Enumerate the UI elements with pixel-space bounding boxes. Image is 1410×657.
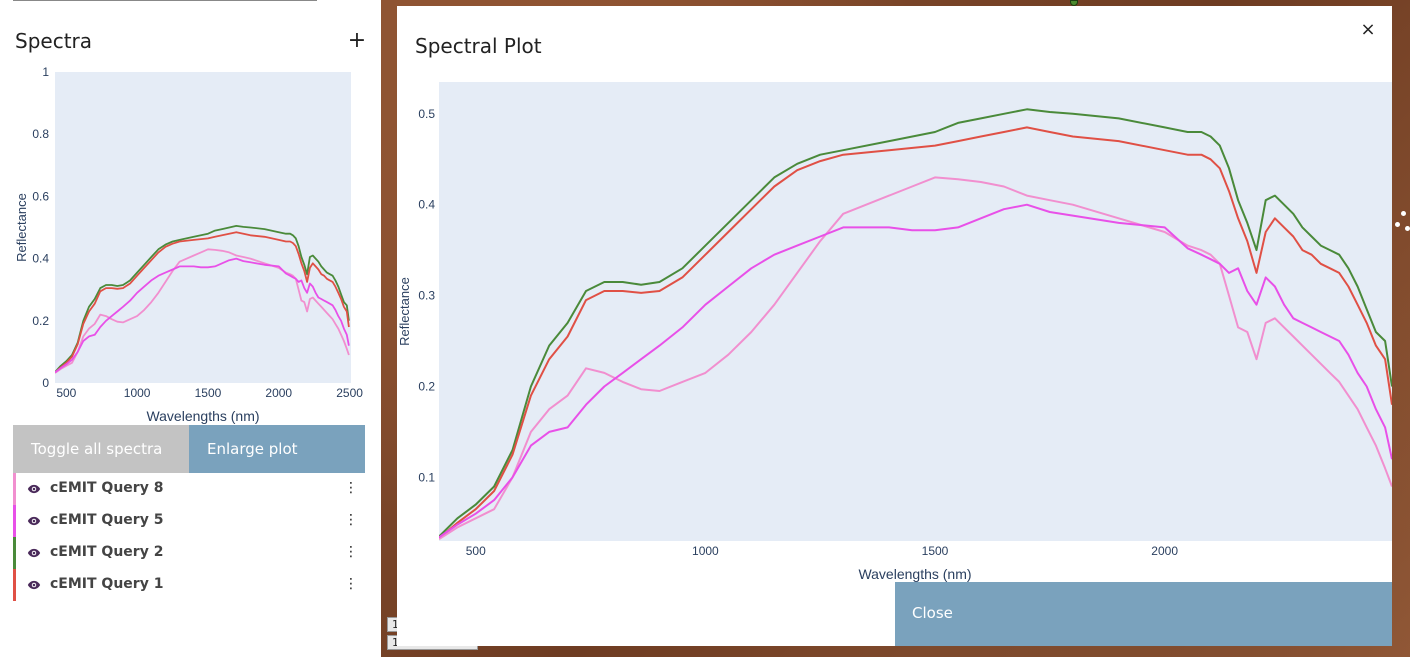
large-spectral-chart: 500 1000 1500 2000 0.1 0.2 0.3 0.4 0.5 Wavelength… — [397, 82, 1392, 582]
x-axis-label: Wavelengths (nm) — [146, 408, 259, 424]
series-group — [55, 225, 350, 374]
plot-area — [55, 72, 351, 383]
spectra-panel: Spectra + 500 1000 1500 2000 2500 0 0.2 0.4 0.6 0… — [0, 0, 381, 657]
series-line — [439, 203, 1392, 539]
more-vert-icon[interactable]: ⋮ — [344, 512, 358, 528]
small-spectral-chart: 500 1000 1500 2000 2500 0 0.2 0.4 0.6 0.8 1 Wavelen… — [14, 65, 363, 424]
x-tick-label: 500 — [466, 544, 486, 558]
add-spectrum-button[interactable]: + — [347, 28, 367, 53]
spectrum-item[interactable]: cEMIT Query 8 ⋮ — [13, 473, 365, 505]
x-tick-label: 2000 — [1151, 544, 1178, 558]
y-tick-label: 0.4 — [32, 252, 49, 266]
y-tick-label: 0.6 — [32, 189, 49, 203]
series-line — [439, 126, 1392, 540]
series-line — [439, 176, 1392, 541]
series-line — [55, 231, 350, 374]
spectrum-label: cEMIT Query 1 — [50, 576, 164, 592]
more-vert-icon[interactable]: ⋮ — [344, 480, 358, 496]
spectral-plot-modal: Spectral Plot × 500 1000 1500 2000 0.1 0.2 0.3… — [397, 6, 1392, 646]
spectrum-label: cEMIT Query 8 — [50, 480, 164, 496]
modal-title: Spectral Plot — [415, 34, 542, 58]
x-tick-label: 1500 — [195, 386, 222, 400]
y-axis-label: Reflectance — [397, 277, 412, 346]
y-axis-label: Reflectance — [14, 193, 29, 262]
series-group — [439, 108, 1392, 541]
eye-icon[interactable] — [27, 578, 41, 592]
more-vert-icon[interactable]: ⋮ — [344, 576, 358, 592]
spectrum-item[interactable]: cEMIT Query 2 ⋮ — [13, 537, 365, 569]
series-line — [55, 225, 350, 373]
map-point[interactable] — [1401, 211, 1406, 216]
spectra-list: cEMIT Query 8 ⋮ cEMIT Query 5 ⋮ cEMIT Qu… — [13, 473, 365, 601]
eye-icon[interactable] — [27, 482, 41, 496]
y-tick-label: 0.4 — [418, 198, 435, 212]
close-button[interactable]: Close — [895, 582, 1392, 646]
spectra-title: Spectra — [15, 29, 93, 53]
spectrum-item[interactable]: cEMIT Query 5 ⋮ — [13, 505, 365, 537]
x-tick-label: 2500 — [336, 386, 363, 400]
x-tick-label: 500 — [56, 386, 76, 400]
spectrum-item[interactable]: cEMIT Query 1 ⋮ — [13, 569, 365, 601]
map-point[interactable] — [1405, 226, 1410, 231]
y-tick-label: 0.2 — [418, 379, 435, 393]
y-tick-label: 0.3 — [418, 289, 435, 303]
x-tick-label: 1500 — [922, 544, 949, 558]
y-tick-label: 0.8 — [32, 127, 49, 141]
series-line — [439, 108, 1392, 538]
series-line — [55, 248, 350, 374]
plot-area — [439, 82, 1392, 541]
series-line — [55, 257, 350, 374]
x-tick-label: 1000 — [692, 544, 719, 558]
enlarge-plot-button[interactable]: Enlarge plot — [189, 425, 365, 473]
y-tick-label: 0.5 — [418, 107, 435, 121]
spectrum-label: cEMIT Query 5 — [50, 512, 164, 528]
toggle-all-spectra-button[interactable]: Toggle all spectra — [13, 425, 189, 473]
x-axis-label: Wavelengths (nm) — [858, 566, 971, 582]
y-tick-label: 0 — [42, 376, 49, 390]
spectrum-label: cEMIT Query 2 — [50, 544, 164, 560]
x-tick-label: 1000 — [124, 386, 151, 400]
more-vert-icon[interactable]: ⋮ — [344, 544, 358, 560]
y-tick-label: 0.1 — [418, 470, 435, 484]
top-divider — [13, 0, 317, 1]
close-icon[interactable]: × — [1360, 19, 1376, 40]
map-marker[interactable] — [1070, 0, 1078, 6]
x-tick-label: 2000 — [265, 386, 292, 400]
map-point[interactable] — [1395, 222, 1400, 227]
eye-icon[interactable] — [27, 514, 41, 528]
y-tick-label: 0.2 — [32, 314, 49, 328]
eye-icon[interactable] — [27, 546, 41, 560]
y-tick-label: 1 — [42, 65, 49, 79]
